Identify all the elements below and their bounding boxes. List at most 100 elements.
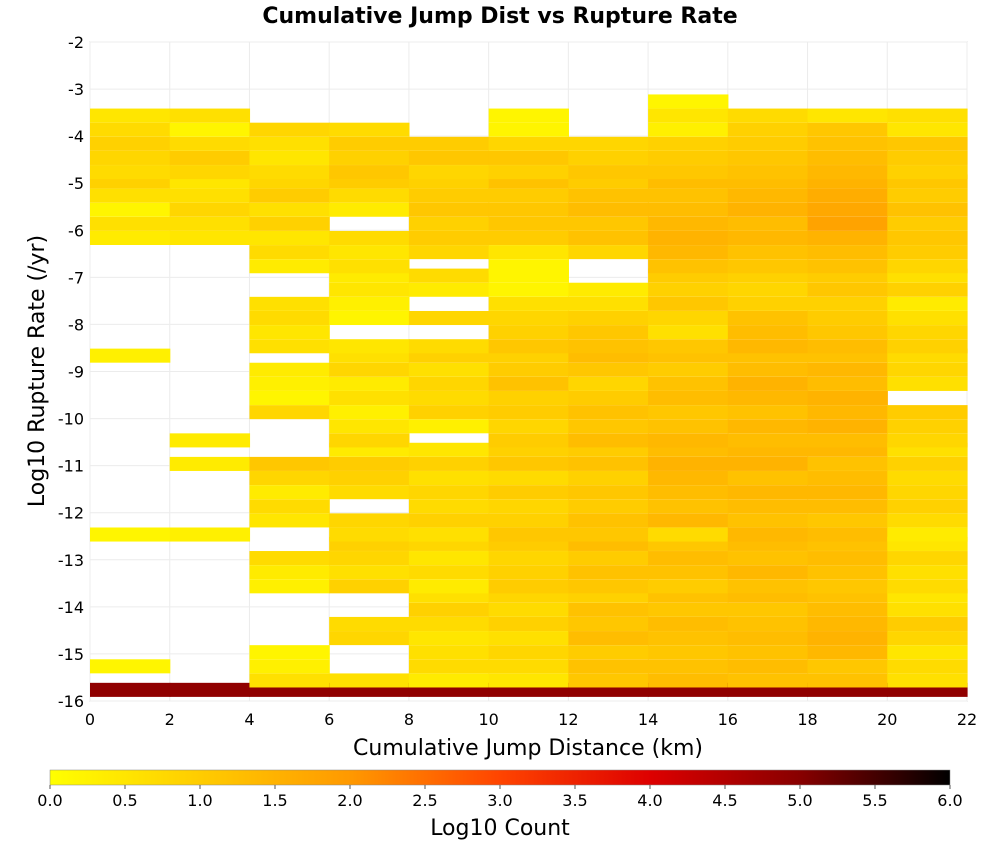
colorbar-tick-label: 5.5 — [862, 791, 887, 810]
heatmap-cell — [887, 362, 968, 377]
heatmap-cell — [727, 565, 809, 580]
heatmap-cell — [329, 565, 410, 580]
heatmap-cell — [727, 513, 809, 528]
heatmap-cell — [807, 471, 888, 486]
heatmap-cell — [648, 513, 729, 528]
y-tick-label: -14 — [58, 598, 84, 617]
heatmap-cell — [329, 405, 410, 420]
heatmap-cell — [648, 602, 729, 617]
heatmap-cell — [408, 645, 490, 660]
y-tick-label: -13 — [58, 551, 84, 570]
colorbar-tick-label: 0.0 — [37, 791, 62, 810]
y-tick-label: -7 — [68, 268, 84, 287]
heatmap-cell — [648, 456, 729, 471]
heatmap-cell — [887, 216, 968, 231]
heatmap-cell — [329, 282, 410, 297]
heatmap-cell — [727, 485, 809, 500]
heatmap-cell — [408, 673, 490, 688]
y-tick-label: -8 — [68, 315, 84, 334]
heatmap-cell — [648, 565, 729, 580]
heatmap-cell — [727, 325, 809, 340]
heatmap-cell — [648, 165, 729, 180]
heatmap-cell — [648, 499, 729, 514]
heatmap-cell — [887, 631, 968, 646]
colorbar-tick-label: 6.0 — [937, 791, 962, 810]
heatmap-cell — [329, 471, 410, 486]
heatmap-cell — [488, 659, 569, 674]
heatmap-cell — [887, 325, 968, 340]
heatmap-cell — [727, 390, 809, 406]
heatmap-cell — [807, 673, 888, 688]
heatmap-cell — [887, 659, 968, 674]
y-tick-label: -2 — [68, 33, 84, 52]
heatmap-cell — [727, 362, 809, 377]
heatmap-cell — [329, 485, 410, 500]
heatmap-cell — [249, 296, 330, 311]
heatmap-cell — [807, 282, 888, 297]
heatmap-cell — [727, 376, 809, 391]
heatmap-cell — [488, 259, 569, 274]
y-tick-label: -15 — [58, 645, 84, 664]
x-tick-label: 4 — [244, 710, 254, 729]
y-tick-label: -16 — [58, 692, 84, 711]
heatmap-cell — [90, 348, 171, 363]
heatmap-cell — [568, 565, 649, 580]
colorbar — [49, 769, 951, 786]
heatmap-cell — [727, 150, 809, 165]
heatmap-cell — [648, 673, 729, 688]
heatmap-cell — [727, 245, 809, 260]
heatmap-cell — [169, 108, 251, 123]
heatmap-cell — [568, 362, 649, 377]
heatmap-cell — [648, 616, 729, 631]
heatmap-cell — [648, 282, 729, 297]
colorbar-tick-label: 5.0 — [787, 791, 812, 810]
heatmap-cell — [408, 565, 490, 580]
heatmap-cell — [568, 325, 649, 340]
heatmap-cell — [727, 296, 809, 311]
heatmap-cell — [727, 433, 809, 448]
heatmap-cell — [807, 216, 888, 231]
heatmap-cell — [887, 310, 968, 326]
heatmap-cell — [887, 165, 968, 180]
heatmap-cell — [169, 216, 251, 231]
x-tick-label: 10 — [478, 710, 498, 729]
heatmap-cell — [727, 165, 809, 180]
heatmap-cell — [568, 136, 649, 151]
heatmap-cell — [648, 259, 729, 274]
heatmap-cell — [648, 230, 729, 245]
heatmap-cell — [568, 456, 649, 471]
y-tick-label: -4 — [68, 127, 84, 146]
heatmap-cell — [568, 188, 649, 203]
heatmap-cell — [568, 390, 649, 406]
x-axis-label: Cumulative Jump Distance (km) — [353, 736, 703, 761]
heatmap-cell — [807, 202, 888, 217]
colorbar-tick-label: 0.5 — [112, 791, 137, 810]
heatmap-cell — [90, 188, 171, 203]
heatmap-cell — [90, 216, 171, 231]
heatmap-cell — [249, 579, 330, 594]
heatmap-cell — [169, 188, 251, 203]
heatmap-cell — [887, 122, 968, 137]
colorbar-tick-label: 1.0 — [187, 791, 212, 810]
heatmap-cell — [727, 631, 809, 646]
heatmap-cell — [727, 659, 809, 674]
heatmap-cell — [408, 442, 490, 457]
heatmap-cell — [329, 259, 410, 274]
heatmap-cell — [329, 456, 410, 471]
heatmap-cell — [249, 165, 330, 180]
y-tick-label: -6 — [68, 221, 84, 240]
heatmap-cell — [488, 339, 569, 354]
heatmap-cell — [807, 485, 888, 500]
heatmap-cell — [90, 108, 171, 123]
heatmap-cell — [727, 419, 809, 434]
heatmap-cell — [169, 202, 251, 217]
heatmap-cell — [488, 108, 569, 123]
heatmap-cell — [488, 362, 569, 377]
heatmap-cell — [329, 376, 410, 391]
heatmap-cell — [807, 513, 888, 528]
heatmap-cell — [807, 579, 888, 594]
heatmap-cell — [329, 433, 410, 448]
heatmap-cell — [727, 499, 809, 514]
heatmap-cell — [807, 339, 888, 354]
heatmap-cell — [408, 362, 490, 377]
